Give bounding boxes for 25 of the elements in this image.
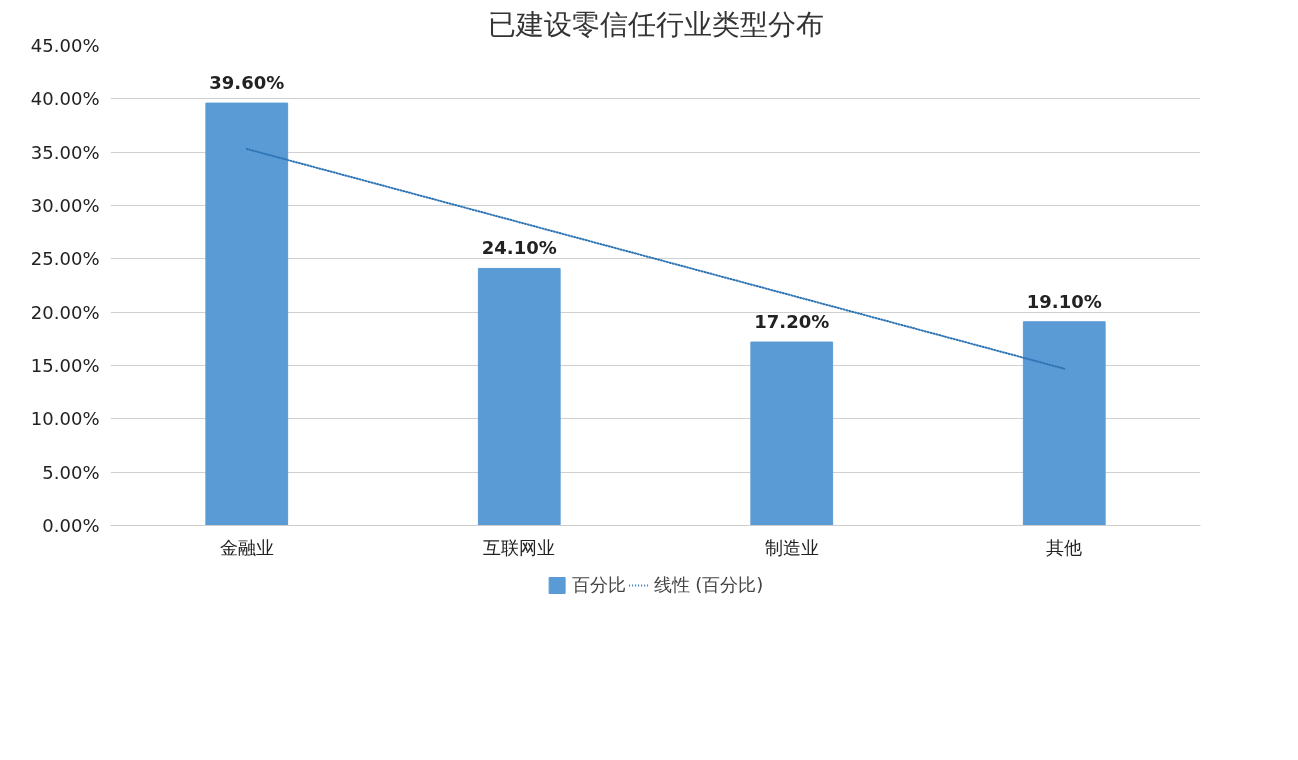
- x-tick-label: 其他: [1046, 536, 1083, 558]
- y-tick-label: 15.00%: [30, 355, 100, 376]
- bar: [1022, 321, 1106, 526]
- y-tick-label: 30.00%: [30, 195, 100, 216]
- bar: [477, 267, 561, 526]
- chart-title: 已建设零信任行业类型分布: [487, 7, 824, 41]
- x-tick-label: 制造业: [764, 536, 819, 558]
- y-tick-label: 10.00%: [30, 408, 100, 430]
- y-tick-label: 5.00%: [42, 461, 100, 483]
- y-tick-label: 25.00%: [30, 248, 100, 270]
- data-label: 19.10%: [1026, 290, 1102, 312]
- data-label: 24.10%: [481, 237, 557, 259]
- y-tick-label: 35.00%: [30, 141, 100, 163]
- y-tick-label: 45.00%: [30, 35, 100, 56]
- legend-label: 百分比: [571, 573, 626, 597]
- x-tick-label: 互联网业: [483, 536, 556, 558]
- y-tick-label: 0.00%: [42, 515, 100, 536]
- bar: [750, 341, 834, 526]
- y-tick-label: 40.00%: [30, 88, 100, 110]
- bar: [205, 102, 289, 526]
- data-label: 39.60%: [209, 72, 285, 94]
- legend-label: 线性 (百分比): [653, 573, 764, 597]
- y-tick-label: 20.00%: [30, 301, 100, 323]
- data-label: 17.20%: [754, 311, 830, 333]
- x-tick-label: 金融业: [219, 536, 274, 558]
